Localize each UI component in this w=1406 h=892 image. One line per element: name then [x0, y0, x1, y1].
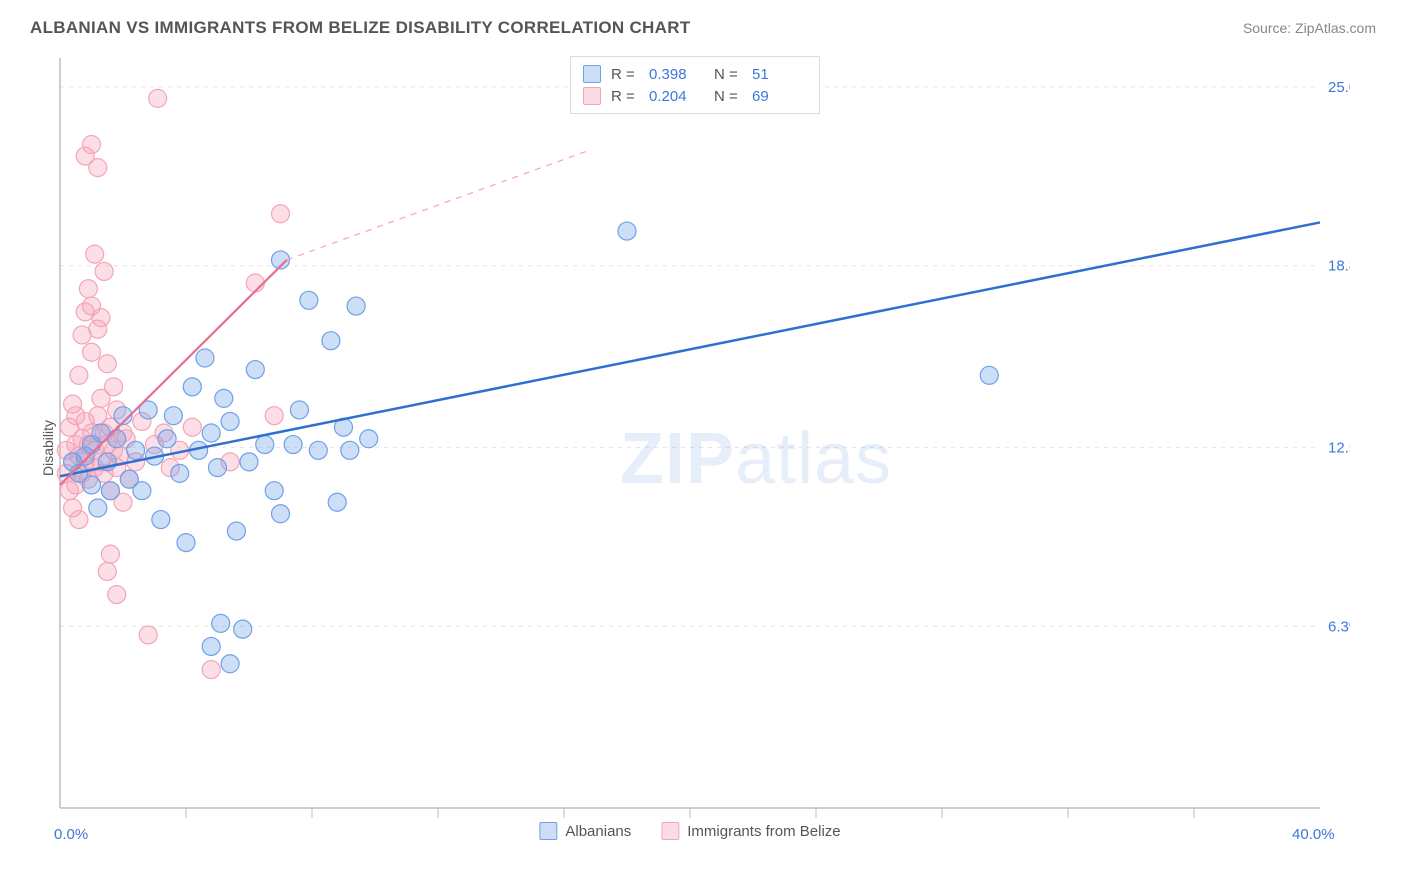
r-label: R =: [611, 88, 639, 105]
y-tick-label: 18.8%: [1328, 258, 1350, 275]
legend: Albanians Immigrants from Belize: [539, 822, 840, 840]
r-value: 0.398: [649, 66, 704, 83]
r-value: 0.204: [649, 88, 704, 105]
legend-swatch: [661, 822, 679, 840]
x-axis-min-label: 0.0%: [54, 826, 88, 843]
n-value: 51: [752, 66, 807, 83]
series-swatch: [583, 65, 601, 83]
legend-item: Albanians: [539, 822, 631, 840]
stats-row: R = 0.398 N = 51: [583, 63, 807, 85]
legend-label: Albanians: [565, 823, 631, 840]
r-label: R =: [611, 66, 639, 83]
stats-row: R = 0.204 N = 69: [583, 85, 807, 107]
y-tick-label: 25.0%: [1328, 79, 1350, 96]
chart-header: ALBANIAN VS IMMIGRANTS FROM BELIZE DISAB…: [0, 0, 1406, 48]
legend-label: Immigrants from Belize: [687, 823, 840, 840]
chart-container: Disability 6.3%12.5%18.8%25.0% ZIPatlas …: [30, 48, 1350, 848]
n-value: 69: [752, 88, 807, 105]
chart-title: ALBANIAN VS IMMIGRANTS FROM BELIZE DISAB…: [30, 18, 690, 38]
n-label: N =: [714, 66, 742, 83]
x-axis-max-label: 40.0%: [1292, 826, 1335, 843]
series-swatch: [583, 87, 601, 105]
source-attribution: Source: ZipAtlas.com: [1243, 20, 1376, 36]
n-label: N =: [714, 88, 742, 105]
source-label: Source:: [1243, 20, 1295, 36]
y-tick-label: 6.3%: [1328, 618, 1350, 635]
legend-swatch: [539, 822, 557, 840]
legend-item: Immigrants from Belize: [661, 822, 840, 840]
y-axis-label: Disability: [40, 420, 56, 476]
scatter-chart: 6.3% 12.5% 18.8% 25.0%: [30, 48, 1350, 818]
y-tick-label: 12.5%: [1328, 439, 1350, 456]
source-link[interactable]: ZipAtlas.com: [1295, 20, 1376, 36]
correlation-stats-box: R = 0.398 N = 51 R = 0.204 N = 69: [570, 56, 820, 114]
